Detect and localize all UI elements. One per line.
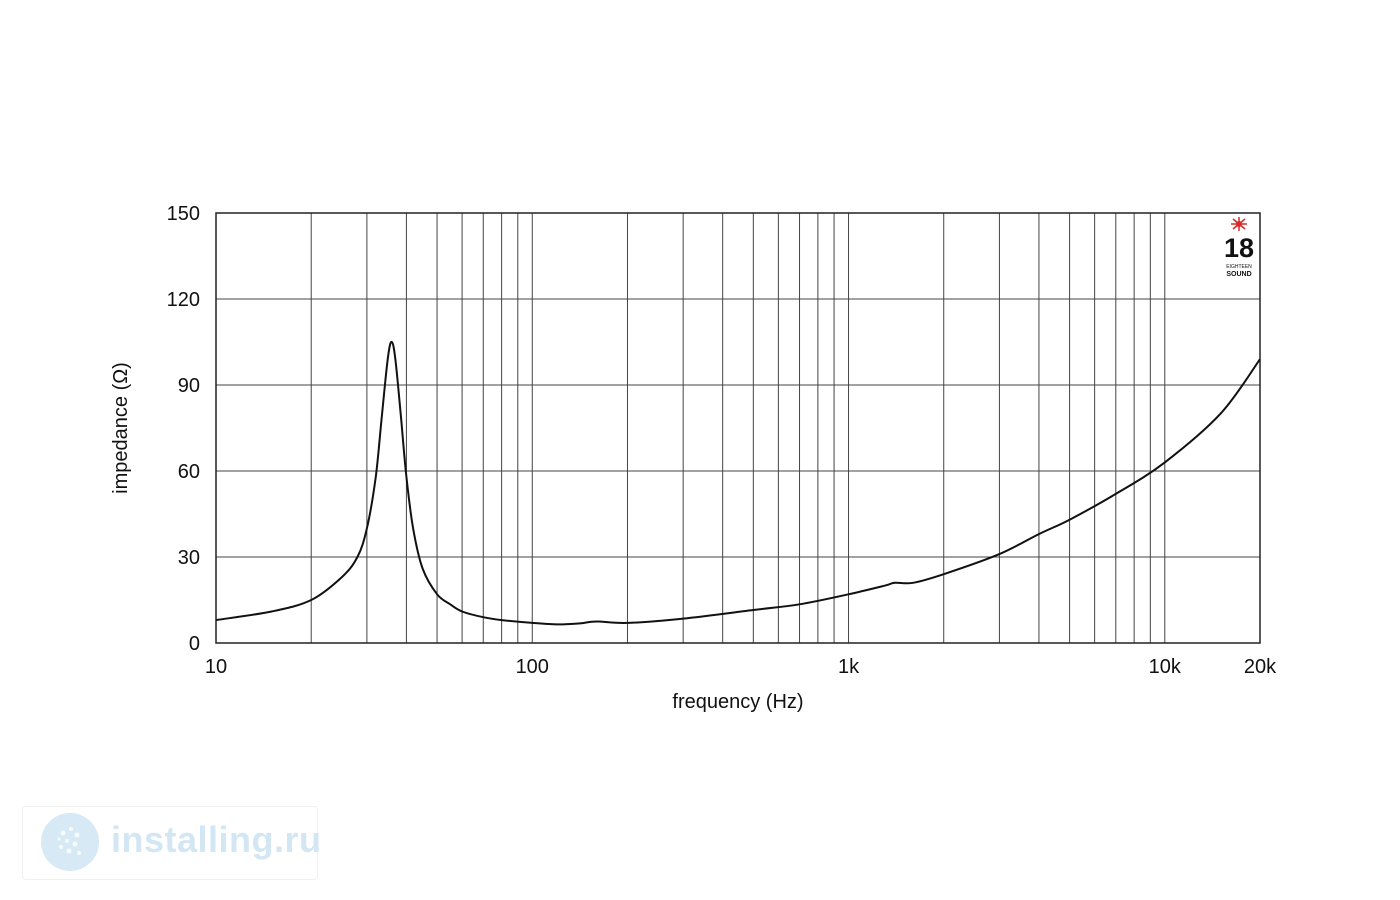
x-tick-labels: 10 100 1k 10k 20k [205,656,1277,678]
y-tick-label: 60 [178,461,200,483]
x-tick-label: 10k [1149,656,1182,678]
y-tick-label: 150 [167,203,200,225]
logo-line2: SOUND [1226,271,1251,278]
x-tick-label: 1k [838,656,860,678]
y-tick-label: 30 [178,547,200,569]
x-tick-label: 20k [1244,656,1277,678]
star-icon [1231,217,1247,231]
y-tick-labels: 0 30 60 90 120 150 [167,203,200,655]
impedance-curve [215,340,1261,626]
watermark-text: installing.ru [111,819,322,860]
watermark: installing.ru [22,806,321,880]
x-tick-label: 100 [516,656,549,678]
plot-area-frame [215,212,1261,644]
logo-number: 18 [1224,233,1254,263]
grid [216,213,1260,643]
brand-logo: 18 EIGHTEEN SOUND [1224,217,1254,278]
x-axis-title: frequency (Hz) [672,691,803,713]
watermark-logo-icon [41,813,99,871]
y-tick-label: 0 [189,633,200,655]
logo-line1: EIGHTEEN [1226,264,1252,270]
x-tick-label: 10 [205,656,227,678]
y-axis-title: impedance (Ω) [110,362,132,494]
y-tick-label: 120 [167,289,200,311]
y-tick-label: 90 [178,375,200,397]
